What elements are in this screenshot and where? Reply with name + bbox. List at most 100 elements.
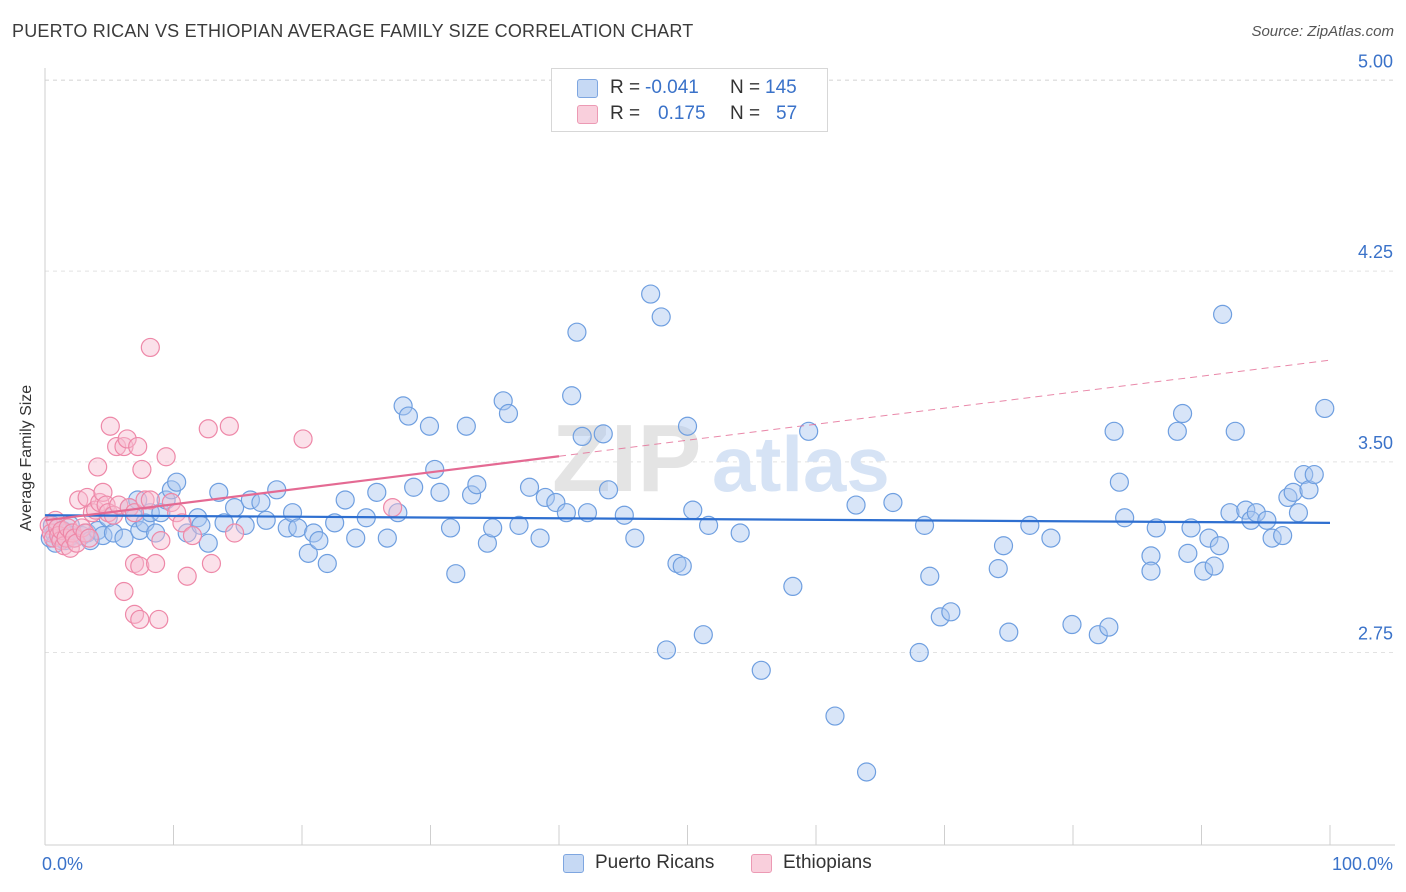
data-point: [298, 543, 318, 563]
data-point: [1194, 561, 1214, 581]
data-point: [151, 531, 171, 551]
data-point: [730, 523, 750, 543]
data-point: [625, 528, 645, 548]
data-point: [198, 533, 218, 553]
data-point: [1273, 525, 1293, 546]
data-point: [172, 513, 192, 533]
data-point: [114, 528, 134, 548]
data-point: [377, 528, 397, 548]
legend-r-label: R =: [610, 103, 641, 124]
data-point: [151, 503, 171, 523]
data-point: [219, 416, 239, 436]
data-point: [941, 602, 961, 622]
data-point: [1225, 421, 1245, 441]
data-point: [546, 492, 566, 513]
watermark-zip: ZIP: [552, 405, 701, 512]
data-point: [1167, 421, 1187, 441]
data-point: [1115, 508, 1135, 528]
data-point: [993, 536, 1014, 556]
data-point: [346, 528, 366, 548]
data-point: [1041, 528, 1061, 548]
data-point: [1257, 510, 1277, 530]
data-point: [651, 307, 671, 327]
data-point: [693, 625, 713, 645]
data-point: [335, 490, 355, 510]
data-point: [920, 566, 940, 586]
x-tick-label: 100.0%: [1332, 854, 1393, 874]
data-point: [124, 604, 145, 624]
data-point: [883, 492, 903, 513]
data-point: [593, 424, 613, 444]
data-point: [1104, 421, 1124, 441]
data-point: [641, 284, 661, 304]
data-point: [167, 472, 187, 492]
data-point: [1020, 515, 1040, 535]
data-point: [535, 487, 555, 508]
data-point: [277, 518, 297, 538]
data-point: [201, 553, 222, 574]
data-point: [456, 416, 476, 436]
data-point: [1141, 546, 1161, 566]
data-point: [598, 480, 619, 500]
legend-label: Puerto Ricans: [595, 852, 715, 873]
data-point: [60, 538, 80, 558]
data-point: [556, 503, 576, 523]
puerto-ricans-points: [40, 284, 1335, 782]
data-point: [1299, 480, 1319, 500]
data-point: [683, 500, 703, 520]
data-point: [509, 515, 529, 535]
data-point: [799, 421, 819, 441]
data-point: [846, 495, 866, 515]
data-point: [251, 492, 271, 513]
data-point: [498, 403, 519, 424]
data-point: [309, 531, 329, 551]
data-point: [677, 416, 698, 436]
data-point: [135, 490, 155, 510]
data-point: [672, 556, 692, 576]
data-point: [140, 490, 160, 510]
y-tick-label: 3.50: [1358, 433, 1393, 453]
data-point: [325, 513, 345, 533]
data-point: [1315, 398, 1335, 419]
data-point: [1288, 503, 1309, 523]
data-point: [1220, 503, 1240, 523]
legend-n-value: 145: [765, 77, 797, 98]
data-point: [93, 482, 113, 502]
data-point: [367, 482, 387, 502]
legend-row-ethiopians: R = 0.175 N = 57: [552, 101, 827, 127]
data-point: [293, 429, 313, 449]
data-point: [1088, 625, 1108, 645]
data-point: [398, 406, 418, 426]
legend-label: Ethiopians: [783, 852, 872, 873]
data-point: [493, 391, 513, 411]
data-point: [382, 497, 403, 518]
correlation-legend: R = -0.041 N = 145 R = 0.175 N = 57: [551, 68, 828, 132]
legend-r-label: R =: [610, 77, 641, 98]
legend-swatch-pink: [751, 854, 772, 873]
data-point: [404, 477, 424, 497]
data-point: [572, 426, 592, 447]
data-point: [224, 523, 245, 543]
legend-n-value: 57: [776, 103, 798, 124]
data-point: [477, 533, 497, 553]
series-legend: Puerto Ricans Ethiopians: [0, 850, 1406, 880]
data-point: [562, 386, 582, 406]
data-point: [114, 436, 134, 457]
data-point: [483, 518, 503, 538]
data-point: [140, 337, 160, 358]
legend-swatch-blue: [577, 79, 598, 98]
data-point: [209, 482, 229, 502]
data-point: [1109, 472, 1129, 492]
chart-title: PUERTO RICAN VS ETHIOPIAN AVERAGE FAMILY…: [12, 21, 694, 41]
data-point: [1304, 464, 1324, 485]
data-point: [656, 640, 677, 660]
trend-line-puerto-ricans: [44, 514, 1331, 524]
data-point: [419, 416, 440, 436]
x-tick-label: 0.0%: [42, 854, 83, 874]
watermark: ZIP atlas: [552, 405, 890, 512]
data-point: [577, 503, 598, 523]
y-tick-labels: 2.75 3.50 4.25 5.00: [1358, 52, 1393, 644]
trend-lines: [44, 359, 1331, 524]
data-point: [519, 477, 540, 497]
